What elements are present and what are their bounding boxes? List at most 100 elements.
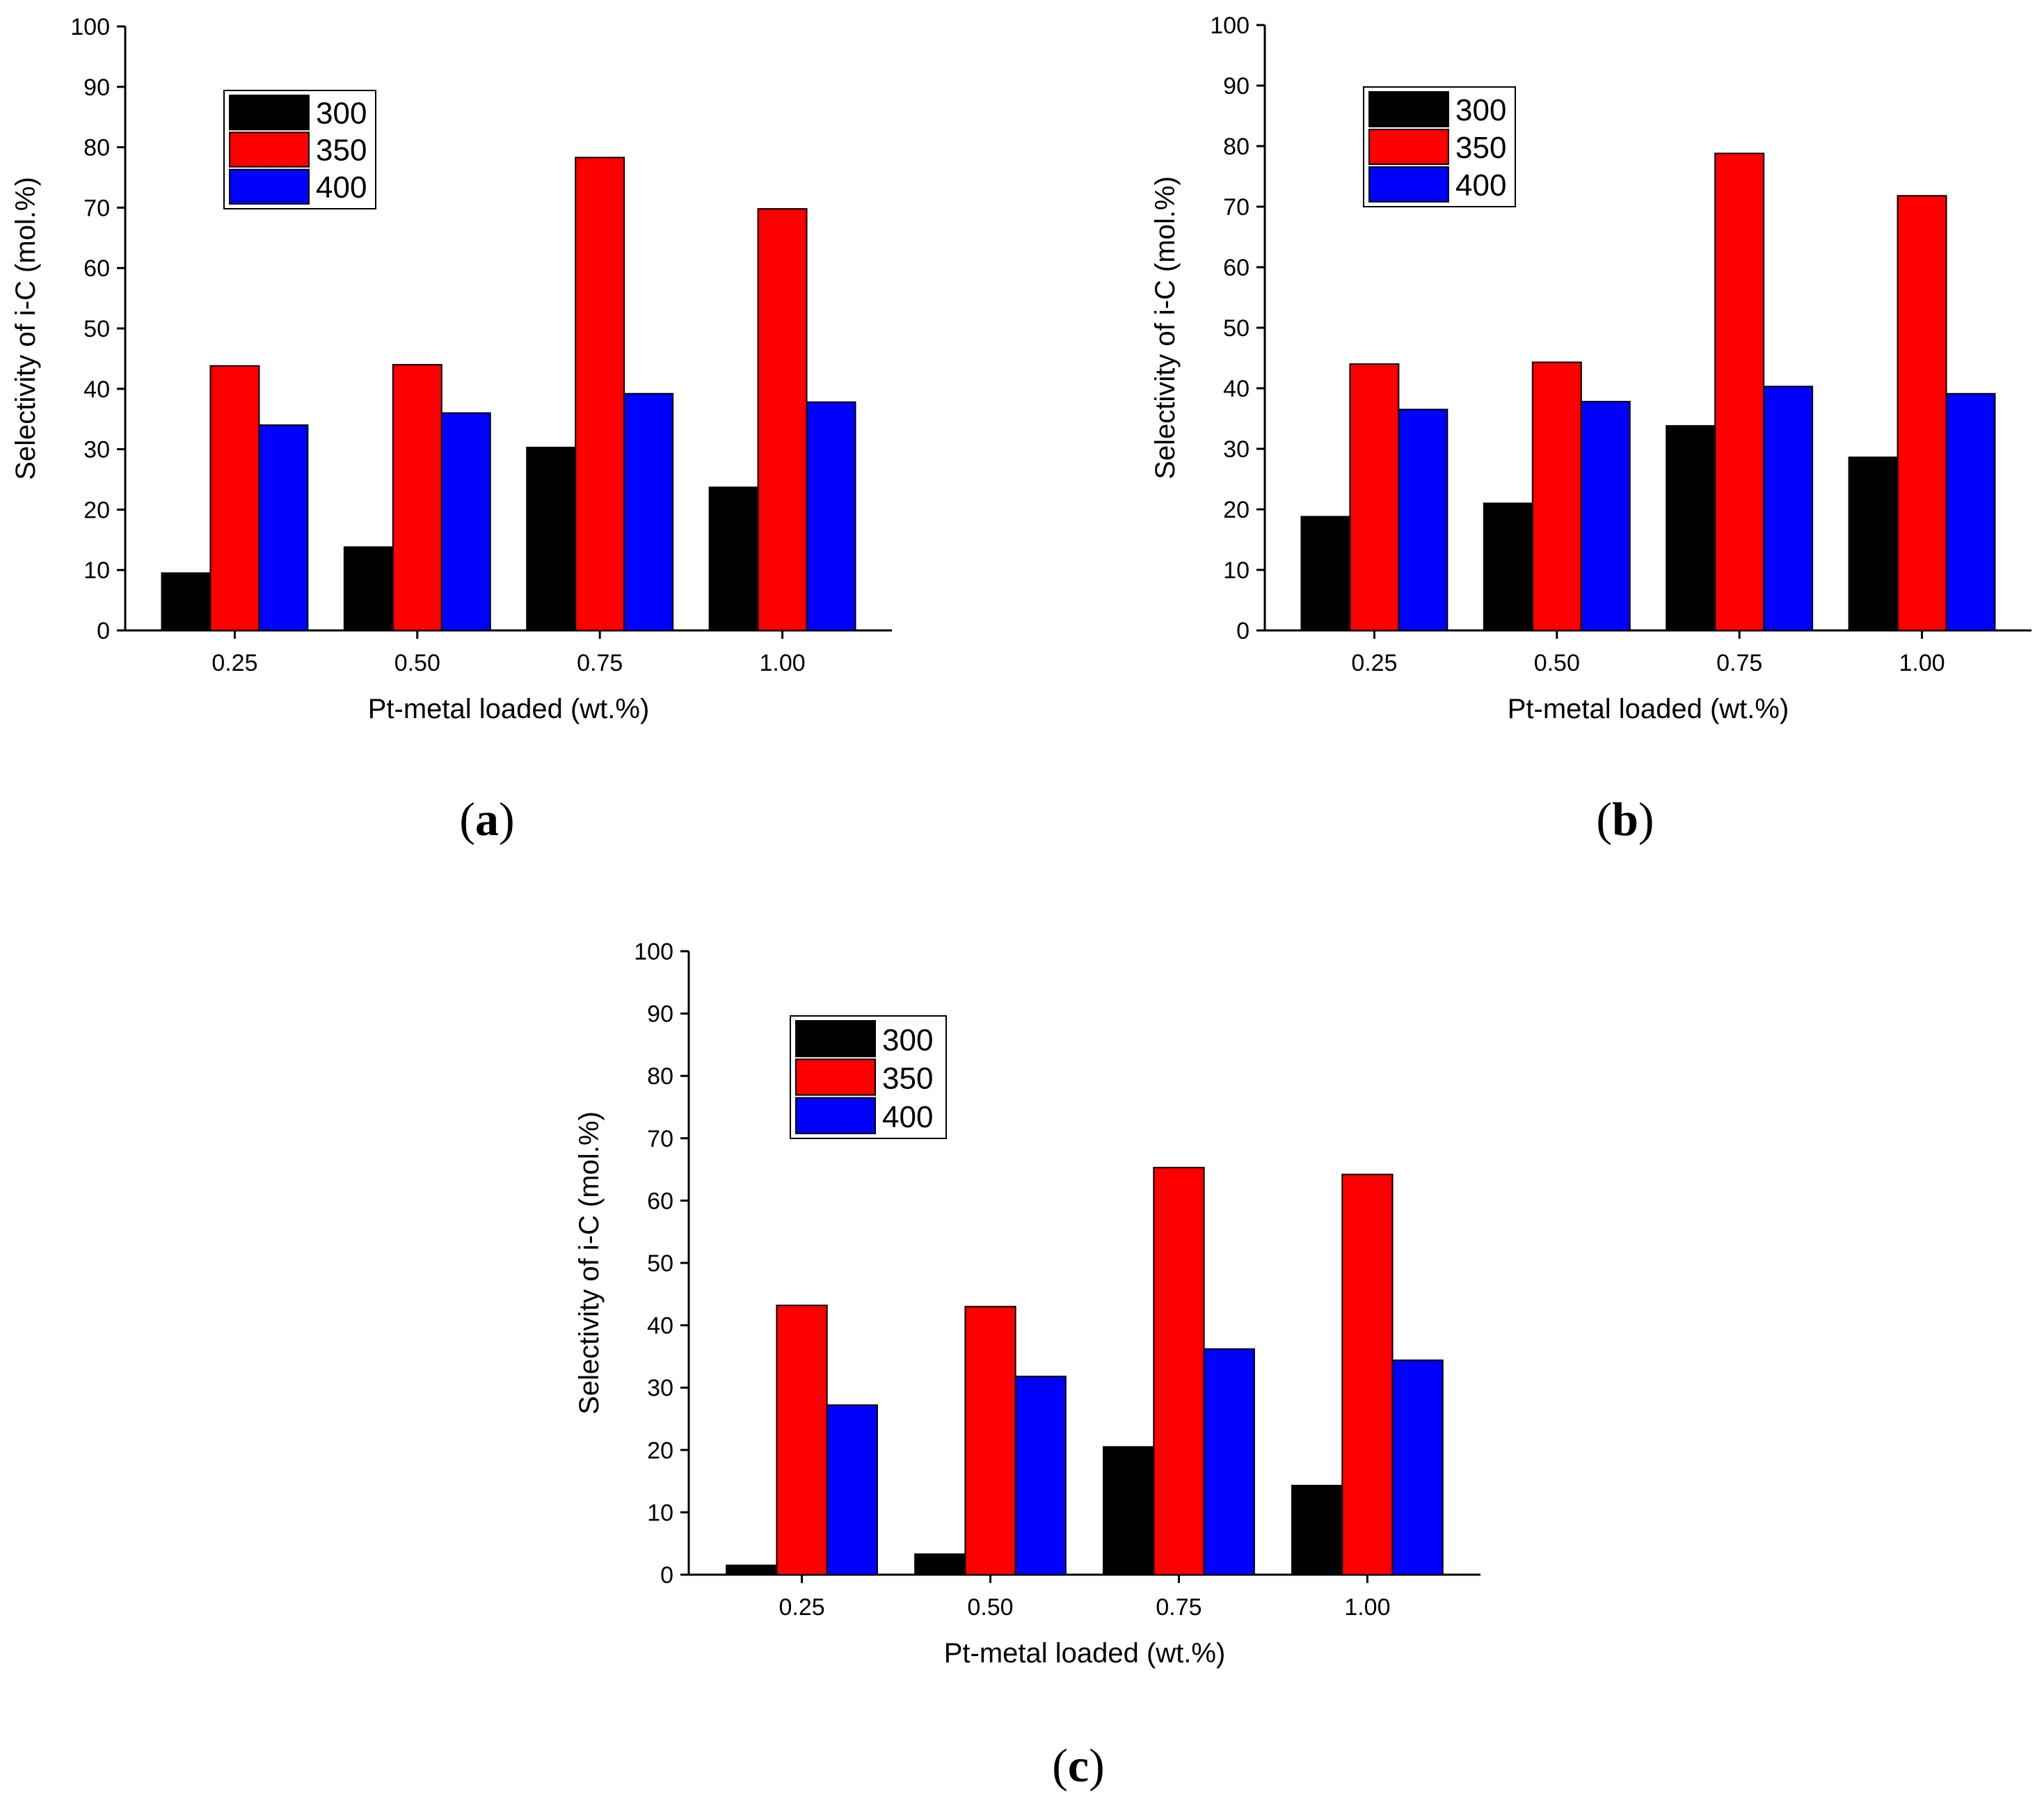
bar-350-0.75[interactable]: [575, 157, 625, 631]
bar-350-0.50[interactable]: [392, 364, 442, 632]
legend-swatch-400: [1368, 166, 1449, 202]
bar-400-1.00[interactable]: [1391, 1359, 1444, 1575]
legend-label-350: 350: [882, 1062, 933, 1096]
bar-300-0.50[interactable]: [1483, 502, 1533, 631]
panel-caption: (a): [459, 793, 514, 845]
x-tick-label: 0.50: [394, 650, 440, 676]
bar-400-1.00[interactable]: [806, 401, 856, 631]
y-tick-label: 90: [647, 1001, 673, 1028]
bar-400-0.25[interactable]: [1398, 408, 1448, 631]
bar-300-0.25[interactable]: [161, 572, 211, 631]
legend-label-400: 400: [316, 170, 367, 205]
y-tick-label: 0: [97, 618, 110, 644]
bar-350-0.50[interactable]: [1531, 361, 1582, 632]
y-tick-label: 30: [647, 1375, 673, 1401]
x-axis-title: Pt-metal loaded (wt.%): [368, 694, 650, 724]
legend-label-350: 350: [1455, 131, 1506, 165]
bar-300-0.50[interactable]: [343, 546, 394, 631]
y-tick-label: 30: [83, 437, 110, 463]
bar-350-0.50[interactable]: [964, 1305, 1016, 1575]
y-tick-label: 40: [647, 1313, 673, 1339]
legend-label-300: 300: [1455, 93, 1506, 127]
bar-300-1.00[interactable]: [1848, 456, 1899, 631]
bar-400-0.75[interactable]: [1763, 385, 1814, 631]
bar-350-0.25[interactable]: [776, 1304, 828, 1575]
bar-300-0.25[interactable]: [726, 1564, 778, 1576]
chart-panel-c: 0 10 20 30 40 50 60 70 80 90 100 0.25 0.50 0.75 1.00 Pt…: [574, 939, 1480, 1792]
bar-400-0.50[interactable]: [1014, 1376, 1067, 1576]
legend-swatch-300: [795, 1020, 876, 1058]
y-tick-label: 100: [70, 14, 110, 40]
bar-300-0.50[interactable]: [914, 1553, 966, 1575]
y-tick-label: 20: [83, 497, 110, 523]
legend-swatch-350: [229, 132, 310, 168]
y-tick-label: 90: [1223, 73, 1249, 100]
bar-350-0.25[interactable]: [209, 365, 260, 631]
y-tick-label: 10: [1223, 557, 1249, 584]
legend: 300 350 400: [790, 1015, 947, 1139]
x-tick-label: 0.50: [967, 1594, 1013, 1621]
legend-label-350: 350: [316, 134, 367, 168]
y-tick-label: 60: [83, 255, 110, 282]
legend-swatch-400: [795, 1097, 876, 1134]
legend-swatch-350: [1368, 129, 1449, 165]
bar-350-1.00[interactable]: [1897, 195, 1947, 631]
x-tick-label: 0.25: [779, 1594, 824, 1621]
y-tick-label: 100: [634, 939, 673, 965]
panel-caption: (c): [1052, 1739, 1105, 1792]
y-axis-title: Selectivity of i-C (mol.%): [10, 177, 41, 480]
y-tick-label: 0: [1236, 618, 1249, 644]
x-tick-label: 0.25: [1351, 650, 1397, 676]
y-tick-label: 80: [1223, 134, 1249, 160]
y-tick-label: 50: [647, 1250, 673, 1277]
legend-label-300: 300: [882, 1023, 933, 1057]
legend-swatch-400: [229, 168, 310, 205]
y-tick-label: 10: [83, 557, 110, 584]
bar-400-1.00[interactable]: [1945, 392, 1996, 632]
y-tick-label: 60: [1223, 255, 1249, 281]
bar-400-0.50[interactable]: [1580, 401, 1631, 631]
bar-400-0.50[interactable]: [440, 412, 491, 632]
legend-label-300: 300: [316, 96, 367, 130]
bar-300-0.25[interactable]: [1300, 516, 1351, 631]
bar-300-1.00[interactable]: [708, 486, 759, 631]
y-tick-label: 20: [647, 1438, 673, 1464]
bar-350-0.75[interactable]: [1714, 152, 1765, 631]
panel-caption: (b): [1596, 793, 1654, 845]
x-axis-title: Pt-metal loaded (wt.%): [1508, 694, 1789, 724]
y-tick-label: 50: [83, 316, 110, 342]
bar-350-0.75[interactable]: [1153, 1166, 1205, 1575]
bar-350-1.00[interactable]: [1341, 1173, 1394, 1575]
x-tick-label: 0.75: [1156, 1594, 1201, 1621]
y-tick-label: 60: [647, 1188, 673, 1214]
legend-label-400: 400: [1455, 168, 1506, 202]
y-tick-label: 40: [1223, 376, 1249, 402]
legend-label-400: 400: [882, 1100, 933, 1134]
bar-350-0.25[interactable]: [1349, 363, 1400, 631]
x-tick-label: 0.50: [1534, 650, 1580, 676]
y-tick-label: 80: [83, 135, 110, 161]
x-tick-label: 0.75: [1716, 650, 1762, 676]
legend-swatch-350: [795, 1058, 876, 1096]
x-tick-label: 0.25: [211, 650, 257, 676]
bar-300-0.75[interactable]: [526, 446, 577, 631]
bar-300-1.00[interactable]: [1291, 1484, 1343, 1576]
y-tick-label: 70: [83, 195, 110, 221]
chart-panel-a: 0 10 20 30 40 50 60 70 80 90 100 0.25 0.50 0.75 1.00 Pt…: [10, 14, 892, 845]
bar-400-0.75[interactable]: [623, 392, 674, 632]
bar-400-0.25[interactable]: [258, 424, 309, 631]
bar-300-0.75[interactable]: [1103, 1446, 1155, 1576]
y-tick-label: 100: [1210, 13, 1249, 39]
bar-300-0.75[interactable]: [1666, 424, 1716, 631]
bar-350-1.00[interactable]: [757, 208, 808, 631]
y-tick-label: 80: [647, 1063, 673, 1090]
y-tick-label: 0: [660, 1562, 673, 1589]
x-tick-label: 1.00: [759, 650, 805, 676]
y-tick-label: 50: [1223, 315, 1249, 342]
chart-panel-b: 0 10 20 30 40 50 60 70 80 90 100 0.25 0.50 0.75 1.00 Pt…: [1150, 13, 2031, 845]
bar-400-0.75[interactable]: [1203, 1348, 1255, 1575]
y-tick-label: 70: [1223, 194, 1249, 221]
bar-400-0.25[interactable]: [826, 1404, 878, 1575]
